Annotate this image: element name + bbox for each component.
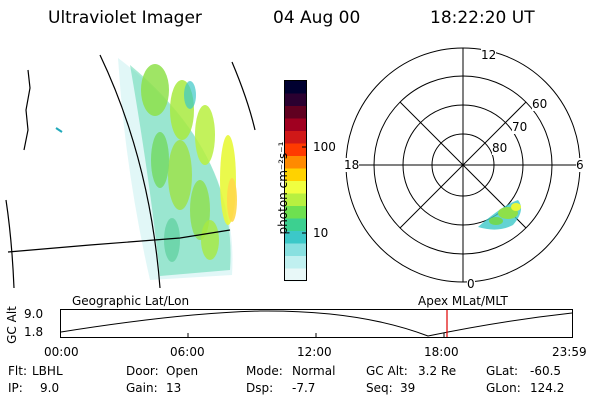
altitude-timeline (60, 309, 573, 338)
mlt-label-0: 0 (467, 277, 475, 291)
filter-value: LBHL (32, 364, 63, 378)
colorbar-label: photon cm⁻²s⁻¹ (276, 141, 290, 235)
colorbar-stripe (285, 231, 306, 244)
gain-value: 13 (166, 381, 182, 395)
door-label: Door: (126, 364, 159, 378)
dsp-value: -7.7 (292, 381, 316, 395)
timeline-xtick-1200: 12:00 (297, 345, 332, 359)
gain-label: Gain: (126, 381, 158, 395)
glat-label: GLat: (486, 364, 519, 378)
glon-value: 124.2 (530, 381, 565, 395)
observation-time: 18:22:20 UT (430, 8, 535, 28)
glat-value: -60.5 (530, 364, 562, 378)
seq-label: Seq: (366, 381, 393, 395)
colorbar-stripe (285, 268, 306, 282)
polar-aurora (478, 200, 522, 230)
colorbar-stripe (285, 156, 306, 169)
gc-alt-label: GC Alt: (366, 364, 408, 378)
observation-date: 04 Aug 00 (273, 8, 361, 28)
filter-label: Flt: (8, 364, 27, 378)
colorbar-stripe (285, 118, 306, 132)
glon-label: GLon: (486, 381, 521, 395)
lat-label-70: 70 (512, 120, 528, 134)
colorbar-tick-100: 100 (313, 140, 336, 154)
mlt-label-12: 12 (481, 48, 497, 62)
mode-label: Mode: (246, 364, 283, 378)
aurora-emission (118, 58, 237, 280)
mlt-label-18: 18 (344, 158, 360, 172)
timeline-ytick-min: 1.8 (24, 325, 44, 339)
timeline-xtick-2359: 23:59 (552, 345, 587, 359)
colorbar-stripe (285, 218, 306, 232)
colorbar-stripe (285, 243, 306, 257)
lat-label-80: 80 (492, 141, 508, 155)
colorbar-stripe (285, 81, 306, 94)
timeline-axis-label: GC Alt (5, 306, 19, 344)
coastline (55, 127, 63, 133)
lat-label-60: 60 (532, 97, 548, 111)
longitude-line (231, 61, 256, 131)
coastline (23, 69, 31, 151)
dsp-label: Dsp: (246, 381, 274, 395)
colorbar-stripe (285, 106, 306, 119)
geographic-image-panel (5, 54, 256, 289)
gc-alt-value: 3.2 Re (418, 364, 457, 378)
mlt-label-6: 6 (576, 158, 584, 172)
colorbar-tick-10: 10 (313, 226, 329, 240)
door-value: Open (166, 364, 199, 378)
timeline-xtick-0000: 00:00 (44, 345, 79, 359)
colorbar-stripe (285, 168, 306, 182)
timeline-left-title: Geographic Lat/Lon (72, 294, 190, 308)
altitude-curve (60, 310, 573, 337)
coastline (5, 199, 15, 289)
colorbar (284, 80, 307, 282)
latitude-line (7, 229, 231, 253)
timeline-xtick-0600: 06:00 (170, 345, 205, 359)
colorbar-stripe (285, 93, 306, 107)
mode-value: Normal (292, 364, 336, 378)
timeline-ytick-max: 9.0 (24, 307, 44, 321)
timeline-xtick-1800: 18:00 (424, 345, 459, 359)
instrument-title: Ultraviolet Imager (48, 8, 202, 28)
colorbar-stripe (285, 256, 306, 269)
colorbar-stripe (285, 181, 306, 194)
ip-value: 9.0 (40, 381, 60, 395)
colorbar-stripe (285, 206, 306, 219)
colorbar-stripe (285, 131, 306, 144)
colorbar-stripe (285, 193, 306, 207)
polar-plot (345, 47, 581, 283)
seq-value: 39 (400, 381, 416, 395)
ip-label: IP: (8, 381, 23, 395)
timeline-right-title: Apex MLat/MLT (418, 294, 508, 308)
colorbar-stripe (285, 143, 306, 157)
longitude-line (99, 54, 161, 289)
